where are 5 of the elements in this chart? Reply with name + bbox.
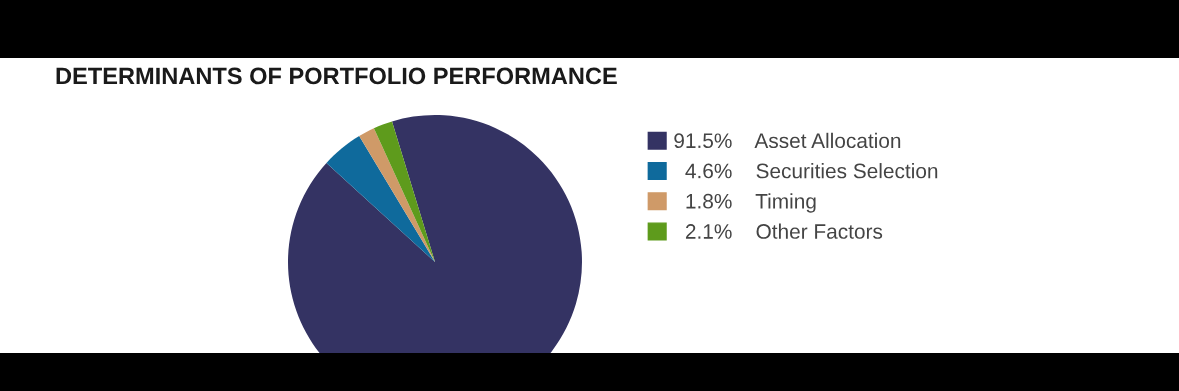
chart-title: DETERMINANTS OF PORTFOLIO PERFORMANCE [56, 67, 617, 85]
legend-label: 2.1% Other Factors [685, 223, 883, 239]
legend-label: 1.8% Timing [686, 193, 816, 213]
legend-label: 91.5% Asset Allocation [674, 132, 901, 149]
legend-label: 4.6% Securities Selection [685, 163, 938, 179]
